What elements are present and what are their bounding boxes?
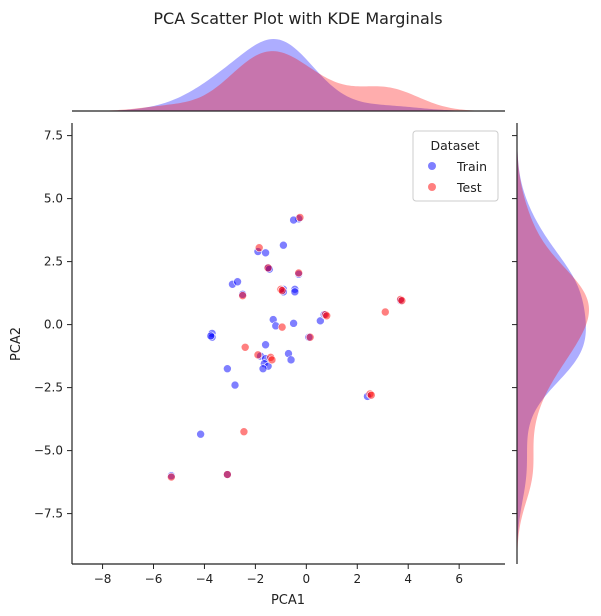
legend-marker-train <box>428 162 436 170</box>
scatter-point-test <box>239 427 249 437</box>
scatter-point-test <box>277 286 287 295</box>
scatter-points <box>167 213 407 482</box>
scatter-point-train <box>316 316 325 326</box>
right-marginal-ticks <box>512 135 517 515</box>
x-tick-label: 0 <box>303 572 311 586</box>
legend-title: Dataset <box>431 138 480 153</box>
right-kde-area-test <box>517 123 589 564</box>
scatter-point-test <box>295 213 305 222</box>
legend-label-train: Train <box>456 159 487 174</box>
legend: Dataset Train Test <box>412 130 499 202</box>
y-tick-label: −2.5 <box>34 381 63 395</box>
y-axis-label: PCA2 <box>9 327 24 361</box>
scatter-point-test <box>238 291 247 300</box>
top-kde-area-train <box>72 39 505 111</box>
y-ticks: −7.5 −5.0 −2.5 0.0 2.5 5.0 7.5 <box>34 129 72 521</box>
scatter-point-test <box>305 332 315 342</box>
y-tick-label: −7.5 <box>34 507 63 521</box>
scatter-point-test <box>254 243 264 253</box>
scatter-point-train <box>261 340 270 350</box>
scatter-point-train <box>290 287 300 297</box>
x-tick-label: 6 <box>455 572 463 586</box>
scatter-point-test <box>263 263 273 273</box>
scatter-axes <box>71 123 518 565</box>
x-tick-label: 4 <box>404 572 412 586</box>
scatter-point-train <box>223 364 232 374</box>
scatter-point-test <box>380 307 390 317</box>
scatter-point-test <box>322 311 332 321</box>
scatter-point-train <box>233 277 242 287</box>
scatter-point-train <box>279 240 288 250</box>
scatter-point-test <box>240 342 250 352</box>
scatter-point-test <box>294 268 303 278</box>
legend-label-test: Test <box>456 180 482 195</box>
scatter-point-test <box>366 390 376 400</box>
x-tick-label: −4 <box>196 572 214 586</box>
x-ticks: −8 −6 −4 −2 0 2 4 6 <box>94 564 463 586</box>
scatter-point-train <box>258 364 268 374</box>
x-tick-label: 2 <box>353 572 361 586</box>
legend-box <box>412 130 499 202</box>
x-tick-label: −8 <box>94 572 112 586</box>
top-kde-area-test <box>72 51 505 111</box>
scatter-point-train <box>196 429 205 439</box>
scatter-point-test <box>397 296 407 305</box>
y-tick-label: 5.0 <box>44 192 63 206</box>
right-kde-marginal <box>517 123 589 564</box>
scatter-point-test <box>267 355 277 365</box>
y-tick-label: 7.5 <box>44 129 63 143</box>
scatter-point-test <box>167 472 176 482</box>
scatter-point-train <box>261 248 270 258</box>
scatter-point-train <box>286 355 296 365</box>
chart-title: PCA Scatter Plot with KDE Marginals <box>153 9 442 28</box>
scatter-point-train <box>206 331 216 341</box>
scatter-point-test <box>277 322 287 332</box>
scatter-point-train <box>230 380 240 390</box>
top-kde-marginal <box>72 39 505 111</box>
scatter-point-train <box>289 319 298 328</box>
x-tick-label: −6 <box>145 572 163 586</box>
legend-marker-test <box>428 183 436 191</box>
scatter-point-test <box>223 470 232 479</box>
x-tick-label: −2 <box>247 572 265 586</box>
right-kde-area-train <box>517 123 586 564</box>
scatter-point-test <box>253 350 263 360</box>
y-tick-label: 0.0 <box>44 318 63 332</box>
x-axis-label: PCA1 <box>271 593 305 608</box>
y-tick-label: −5.0 <box>34 444 63 458</box>
y-tick-label: 2.5 <box>44 255 63 269</box>
